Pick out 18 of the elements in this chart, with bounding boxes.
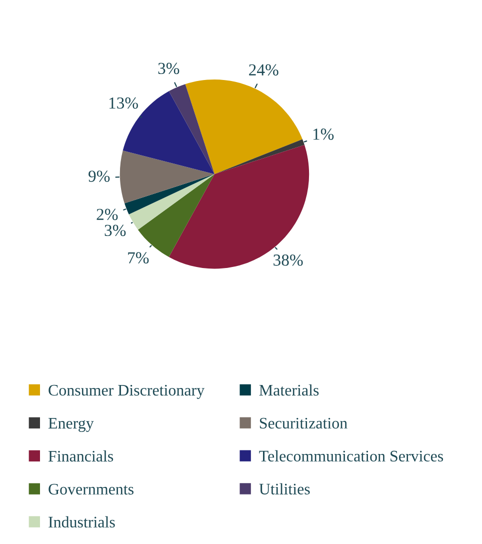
legend-label: Utilities [259, 483, 310, 494]
legend-label: Telecommunication Services [259, 450, 444, 462]
data-label: 3% [158, 62, 180, 74]
data-label: 3% [104, 224, 126, 236]
data-label: 9% [88, 170, 110, 182]
legend-label: Financials [48, 450, 114, 462]
legend-label: Governments [48, 484, 134, 495]
data-label: 24% [249, 64, 278, 76]
data-label: 2% [96, 208, 118, 220]
legend-label: Energy [48, 418, 94, 432]
legend-label: Securitization [260, 418, 348, 429]
data-label: 7% [128, 252, 149, 264]
data-label: 1% [313, 128, 334, 140]
data-label: 38% [274, 254, 303, 266]
data-label: 13% [109, 97, 138, 109]
legend-label: Materials [259, 384, 319, 396]
legend-label: Industrials [48, 516, 115, 528]
legend-label: Consumer Discretionary [48, 384, 205, 399]
